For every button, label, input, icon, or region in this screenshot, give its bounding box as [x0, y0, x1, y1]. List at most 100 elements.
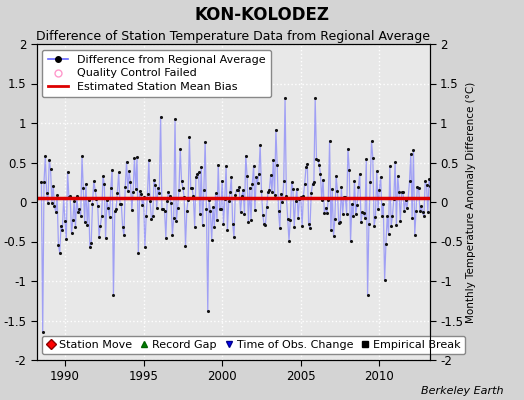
Point: [348, 201, 356, 208]
Point: [117, 201, 126, 207]
Point: [241, 211, 249, 217]
Point: [170, 214, 178, 221]
Point: [201, 138, 210, 145]
Point: [387, 222, 396, 229]
Point: [378, 212, 386, 219]
Point: [280, 178, 288, 184]
Point: [254, 179, 262, 186]
Point: [246, 184, 254, 191]
Point: [189, 193, 198, 200]
Point: [401, 196, 410, 203]
Point: [52, 208, 60, 215]
Point: [233, 187, 241, 193]
Point: [303, 161, 312, 167]
Title: Difference of Station Temperature Data from Regional Average: Difference of Station Temperature Data f…: [36, 30, 430, 43]
Point: [61, 218, 69, 224]
Point: [291, 198, 300, 204]
Point: [357, 219, 365, 225]
Point: [352, 210, 360, 217]
Point: [150, 176, 158, 183]
Point: [64, 194, 73, 200]
Point: [425, 176, 433, 182]
Point: [339, 210, 347, 217]
Point: [367, 138, 376, 144]
Point: [40, 178, 48, 185]
Point: [337, 184, 345, 190]
Point: [316, 170, 324, 177]
Point: [140, 244, 149, 250]
Point: [270, 192, 279, 198]
Point: [49, 182, 58, 189]
Point: [376, 174, 385, 180]
Point: [384, 230, 392, 237]
Point: [82, 180, 90, 187]
Point: [230, 234, 238, 240]
Point: [187, 184, 195, 191]
Point: [265, 186, 274, 193]
Point: [346, 238, 355, 245]
Point: [264, 188, 272, 195]
Point: [299, 193, 308, 199]
Point: [180, 194, 188, 200]
Point: [41, 153, 50, 159]
Point: [324, 196, 333, 203]
Point: [214, 162, 222, 168]
Point: [144, 190, 152, 197]
Point: [158, 206, 166, 212]
Point: [218, 177, 226, 184]
Point: [296, 196, 304, 202]
Point: [349, 213, 357, 219]
Point: [89, 201, 97, 208]
Point: [139, 194, 148, 200]
Point: [366, 179, 375, 185]
Point: [147, 216, 156, 222]
Point: [193, 171, 202, 177]
Point: [115, 169, 123, 176]
Point: [285, 238, 293, 244]
Point: [310, 178, 318, 185]
Point: [101, 235, 110, 242]
Point: [221, 196, 229, 202]
Point: [100, 181, 108, 187]
Point: [171, 116, 179, 122]
Point: [234, 186, 242, 193]
Point: [238, 193, 246, 199]
Point: [74, 209, 82, 216]
Point: [243, 172, 251, 179]
Point: [56, 250, 64, 256]
Point: [356, 170, 364, 177]
Point: [168, 232, 177, 238]
Point: [371, 214, 379, 220]
Point: [107, 184, 115, 191]
Point: [145, 157, 153, 163]
Point: [259, 212, 267, 218]
Point: [90, 178, 98, 184]
Point: [294, 215, 302, 221]
Point: [312, 156, 321, 162]
Point: [205, 196, 213, 203]
Point: [343, 211, 351, 217]
Point: [344, 146, 352, 152]
Point: [72, 193, 81, 199]
Point: [181, 242, 190, 249]
Point: [151, 182, 160, 188]
Point: [268, 189, 276, 195]
Point: [370, 223, 378, 229]
Point: [335, 220, 343, 226]
Point: [194, 169, 203, 176]
Point: [231, 192, 239, 198]
Point: [62, 236, 71, 242]
Point: [304, 221, 313, 227]
Point: [399, 188, 407, 195]
Point: [417, 203, 425, 210]
Point: [406, 178, 414, 185]
Point: [323, 209, 331, 216]
Point: [174, 187, 183, 194]
Point: [81, 219, 89, 225]
Point: [199, 222, 207, 228]
Point: [379, 201, 388, 207]
Point: [261, 222, 269, 228]
Point: [248, 181, 257, 187]
Point: [320, 210, 329, 216]
Point: [307, 190, 315, 196]
